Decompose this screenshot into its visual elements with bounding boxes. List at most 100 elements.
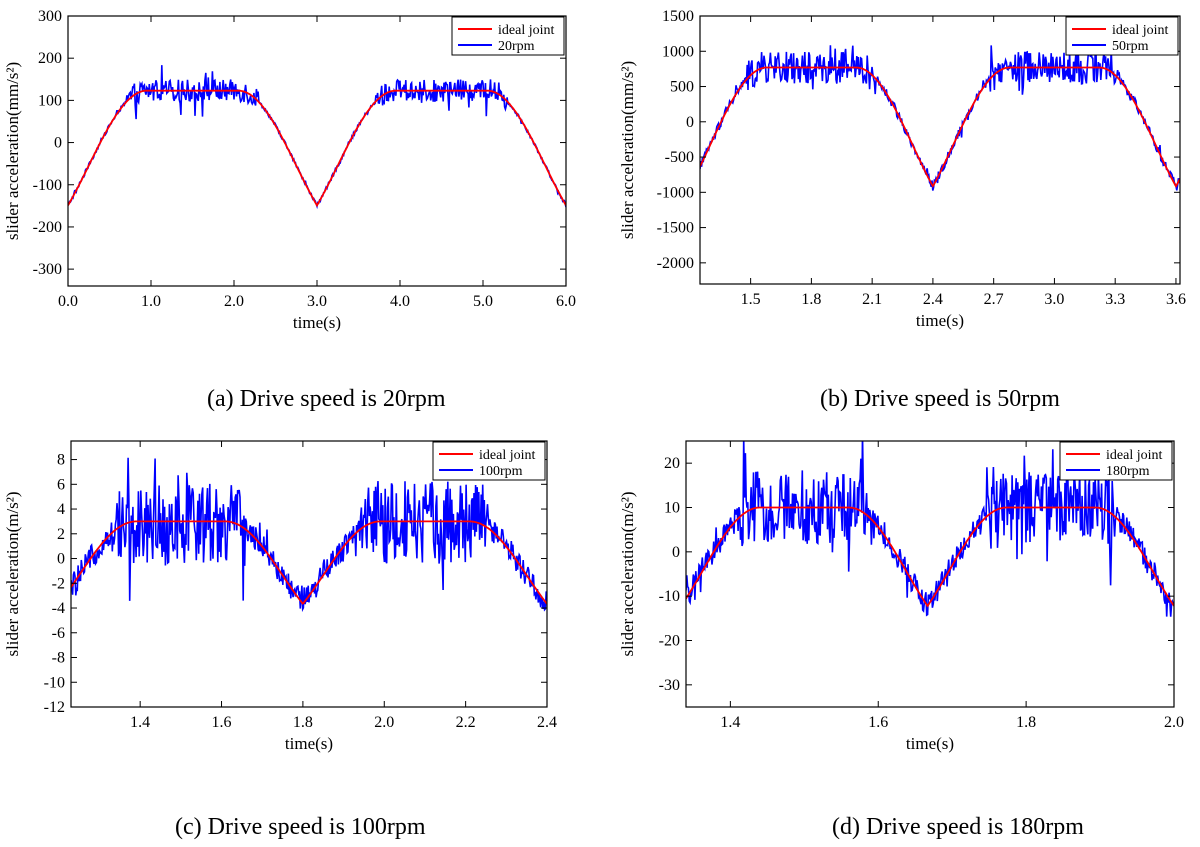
legend-label: 180rpm	[1106, 464, 1150, 479]
legend-box	[1059, 441, 1173, 481]
plot-frame	[685, 440, 1175, 708]
caption-b: (b) Drive speed is 50rpm	[820, 386, 1060, 412]
caption-d: (d) Drive speed is 180rpm	[832, 814, 1084, 840]
x-tick-label: 2.0	[1164, 714, 1184, 731]
chart-d: 1.4 1.6 1.8 2.0 -30 -20 -10 0 10 20 time(s) slider …	[618, 440, 1184, 753]
legend-label: 20rpm	[498, 39, 535, 54]
x-tick-label: 1.8	[1016, 714, 1036, 731]
chart-panel-c: 1.4 1.6 1.8 2.0 2.2 2.4 -12 -10 -8 -6 -4 -2 0 2 4 6 8 tim…	[0, 425, 575, 785]
plot-area	[700, 45, 1180, 191]
x-tick-label: 1.0	[141, 293, 161, 310]
y-tick-label: -10	[44, 674, 65, 691]
x-axis-label: time(s)	[285, 734, 333, 753]
y-tick-label: 100	[38, 92, 62, 109]
legend-box	[451, 16, 565, 56]
x-tick-label: 4.0	[390, 293, 410, 310]
series-line-180rpm	[686, 441, 1174, 617]
y-tick-label: -4	[52, 600, 65, 617]
y-tick-label: -100	[33, 177, 62, 194]
y-tick-label: -30	[659, 677, 680, 694]
y-tick-label: -2000	[657, 255, 694, 272]
x-tick-label: 1.6	[868, 714, 888, 731]
y-tick-label: 8	[57, 452, 65, 469]
y-tick-label: 10	[664, 500, 680, 517]
y-tick-label: -200	[33, 219, 62, 236]
x-axis-label: time(s)	[916, 311, 964, 330]
y-tick-label: -300	[33, 261, 62, 278]
y-tick-label: 20	[664, 455, 680, 472]
chart-panel-a: 0.0 1.0 2.0 3.0 4.0 5.0 6.0 -300 -200 -100 0 100 200…	[0, 0, 576, 360]
series-line-100rpm	[71, 457, 547, 613]
legend-label: ideal joint	[1112, 23, 1168, 38]
y-tick-label: 0	[686, 114, 694, 131]
plot-area	[71, 457, 547, 613]
chart-panel-b: 1.5 1.8 2.1 2.4 2.7 3.0 3.3 3.6 -2000 -1500 -1000 -…	[615, 0, 1200, 360]
series-line-ideal-joint	[71, 520, 547, 605]
legend-label: ideal joint	[1106, 448, 1162, 463]
x-axis-label: time(s)	[906, 734, 954, 753]
y-axis-label: slider acceleration(mm/s²)	[3, 62, 22, 240]
x-tick-label: 1.4	[720, 714, 740, 731]
y-tick-label: 0	[57, 551, 65, 568]
x-tick-label: 2.0	[374, 714, 394, 731]
y-tick-label: -10	[659, 588, 680, 605]
x-tick-label: 1.6	[212, 714, 232, 731]
y-tick-label: -1000	[657, 184, 694, 201]
y-tick-label: -12	[44, 699, 65, 716]
x-tick-label: 0.0	[58, 293, 78, 310]
y-tick-label: -6	[52, 625, 65, 642]
legend-label: 100rpm	[479, 464, 523, 479]
x-tick-label: 2.0	[224, 293, 244, 310]
plot-area	[686, 441, 1174, 617]
y-tick-label: 1500	[662, 8, 694, 25]
x-tick-label: 3.6	[1166, 291, 1186, 308]
y-tick-label: 6	[57, 476, 65, 493]
y-tick-label: -20	[659, 633, 680, 650]
series-line-20rpm	[68, 65, 566, 210]
y-axis-label: slider acceleration(m/s²)	[3, 491, 22, 656]
y-tick-label: 2	[57, 526, 65, 543]
y-tick-label: -500	[665, 149, 694, 166]
legend-box	[1065, 16, 1179, 56]
y-axis-label: slider acceleration(mm/s²)	[618, 61, 637, 239]
y-tick-label: 1000	[662, 43, 694, 60]
plot-frame	[67, 15, 567, 287]
x-tick-label: 5.0	[473, 293, 493, 310]
y-tick-label: -1500	[657, 220, 694, 237]
y-tick-label: 300	[38, 8, 62, 25]
y-tick-label: -8	[52, 650, 65, 667]
series-line-ideal-joint	[700, 66, 1180, 188]
caption-c: (c) Drive speed is 100rpm	[175, 814, 426, 840]
x-tick-label: 6.0	[556, 293, 576, 310]
plot-frame	[699, 15, 1181, 285]
y-tick-label: -2	[52, 575, 65, 592]
chart-a: 0.0 1.0 2.0 3.0 4.0 5.0 6.0 -300 -200 -100 0 100 200…	[3, 8, 576, 332]
x-tick-label: 1.5	[741, 291, 761, 308]
chart-panel-d: 1.4 1.6 1.8 2.0 -30 -20 -10 0 10 20 time(s) slider …	[615, 425, 1200, 785]
y-tick-label: 0	[54, 135, 62, 152]
legend-label: ideal joint	[479, 448, 535, 463]
x-tick-label: 3.0	[307, 293, 327, 310]
x-tick-label: 1.4	[130, 714, 150, 731]
plot-frame	[70, 440, 548, 708]
series-line-ideal-joint	[686, 506, 1174, 608]
x-tick-label: 2.2	[456, 714, 476, 731]
y-tick-label: 4	[57, 501, 65, 518]
x-tick-label: 1.8	[293, 714, 313, 731]
x-tick-label: 2.7	[984, 291, 1004, 308]
chart-c: 1.4 1.6 1.8 2.0 2.2 2.4 -12 -10 -8 -6 -4 -2 0 2 4 6 8 tim…	[3, 440, 557, 753]
x-tick-label: 2.1	[862, 291, 882, 308]
legend-label: ideal joint	[498, 23, 554, 38]
x-tick-label: 2.4	[537, 714, 557, 731]
caption-a: (a) Drive speed is 20rpm	[207, 386, 446, 412]
y-tick-label: 0	[672, 544, 680, 561]
x-axis-label: time(s)	[293, 313, 341, 332]
x-tick-label: 1.8	[801, 291, 821, 308]
x-tick-label: 3.3	[1105, 291, 1125, 308]
y-axis-label: slider acceleration(m/s²)	[618, 491, 637, 656]
x-tick-label: 3.0	[1044, 291, 1064, 308]
